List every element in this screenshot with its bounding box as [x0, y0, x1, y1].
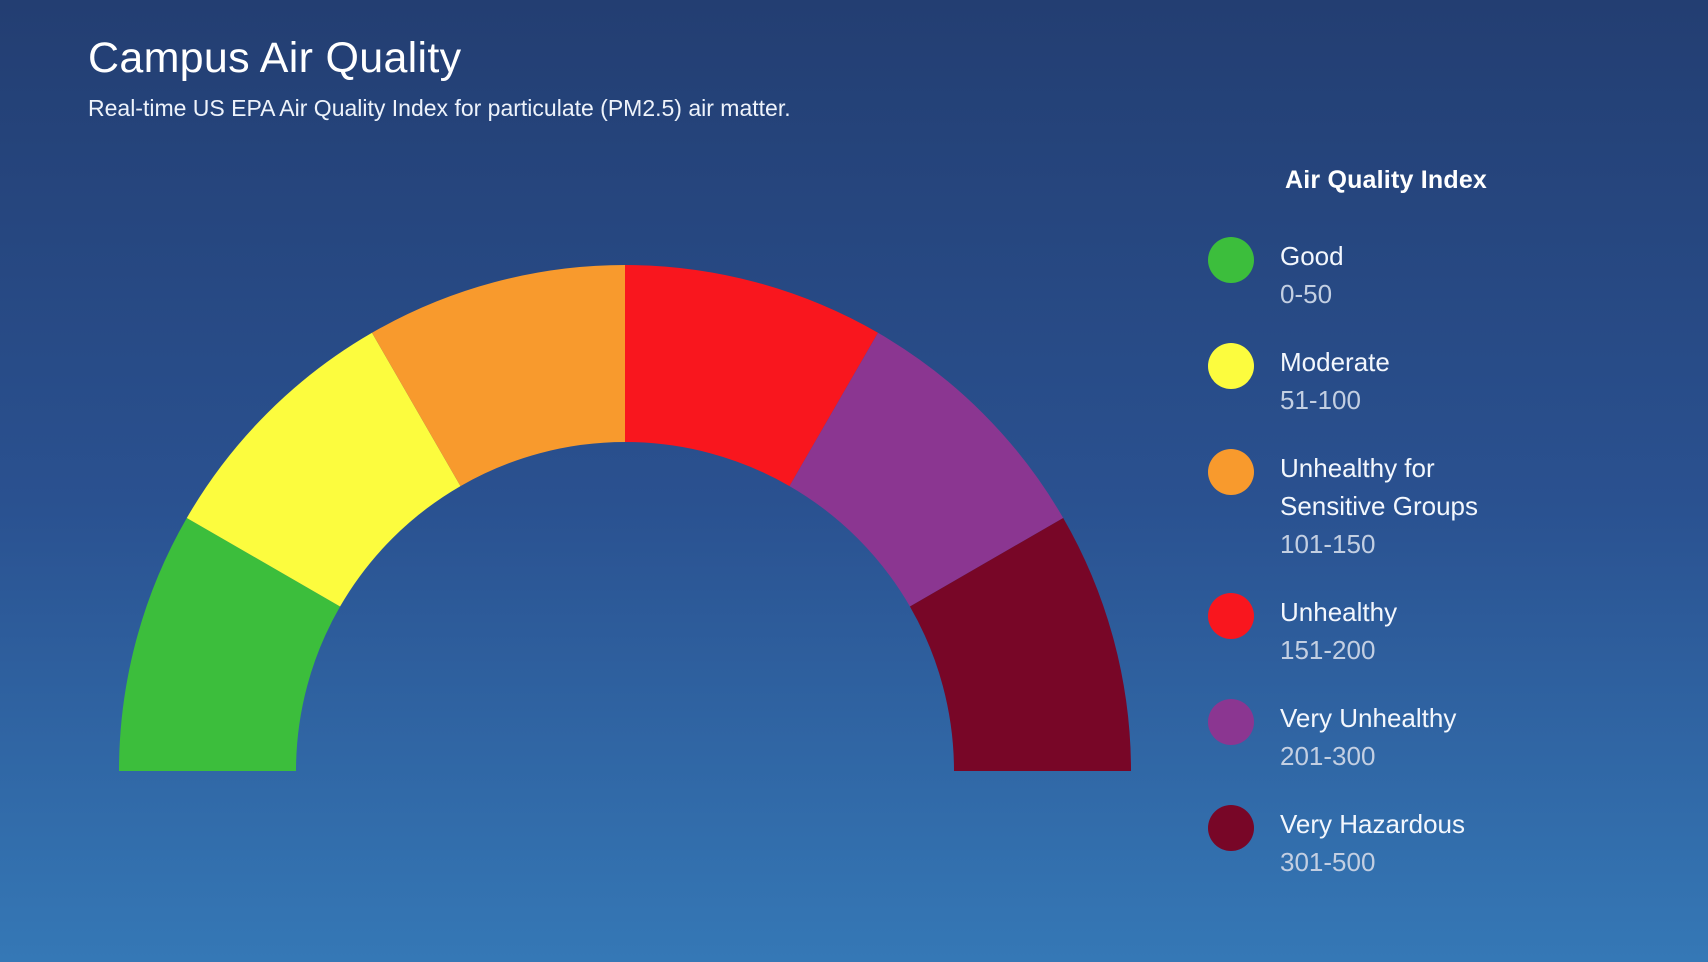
legend-item-label: Unhealthy: [1280, 597, 1398, 627]
legend-item: Unhealthy for Sensitive Groups 101-150: [1208, 449, 1564, 563]
legend-item: Good 0-50: [1208, 237, 1564, 313]
gauge-segment-very-hazardous: [909, 518, 1131, 771]
legend-text: Very Unhealthy 201-300: [1280, 699, 1456, 775]
page-subtitle: Real-time US EPA Air Quality Index for p…: [88, 95, 791, 121]
legend-swatch-icon: [1208, 449, 1254, 495]
legend-swatch-icon: [1208, 805, 1254, 851]
legend-item-range: 151-200: [1280, 635, 1376, 665]
legend-text: Unhealthy for Sensitive Groups 101-150: [1280, 449, 1478, 563]
legend-swatch-icon: [1208, 237, 1254, 283]
legend-item-range: 0-50: [1280, 279, 1333, 309]
gauge-segment-very-unhealthy: [789, 332, 1064, 607]
legend-text: Moderate 51-100: [1280, 343, 1390, 419]
legend-swatch-icon: [1208, 343, 1254, 389]
legend-items: Good 0-50 Moderate 51-100 Unhealthy for S…: [1208, 237, 1564, 881]
legend-swatch-icon: [1208, 699, 1254, 745]
legend-item-label: Good: [1280, 241, 1344, 271]
legend-text: Good 0-50: [1280, 237, 1344, 313]
legend-item: Moderate 51-100: [1208, 343, 1564, 419]
legend-item-range: 101-150: [1280, 529, 1376, 559]
legend-item-range: 201-300: [1280, 741, 1376, 771]
legend-item-label: Very Unhealthy: [1280, 703, 1457, 733]
legend-swatch-icon: [1208, 593, 1254, 639]
legend-item-range: 301-500: [1280, 847, 1376, 877]
page-title: Campus Air Quality: [88, 34, 462, 82]
legend-text: Very Hazardous 301-500: [1280, 805, 1465, 881]
legend-item-label: Moderate: [1280, 347, 1390, 377]
legend-item-range: 51-100: [1280, 385, 1361, 415]
legend-item: Very Hazardous 301-500: [1208, 805, 1564, 881]
legend-title: Air Quality Index: [1284, 166, 1488, 194]
gauge-segment-unhealthy-for-sensitive-groups: [372, 265, 625, 487]
gauge-segment-good: [119, 518, 341, 771]
legend-item-label: Unhealthy for Sensitive Groups: [1280, 453, 1478, 521]
legend-text: Unhealthy 151-200: [1280, 593, 1397, 669]
page-header: Campus Air Quality Real-time US EPA Air …: [88, 34, 791, 122]
aqi-legend: Air Quality Index Good 0-50 Moderate 51-…: [1208, 166, 1564, 911]
legend-item: Very Unhealthy 201-300: [1208, 699, 1564, 775]
legend-item: Unhealthy 151-200: [1208, 593, 1564, 669]
gauge-segment-unhealthy: [625, 265, 878, 487]
legend-item-label: Very Hazardous: [1280, 809, 1465, 839]
gauge-segment-moderate: [186, 332, 461, 607]
